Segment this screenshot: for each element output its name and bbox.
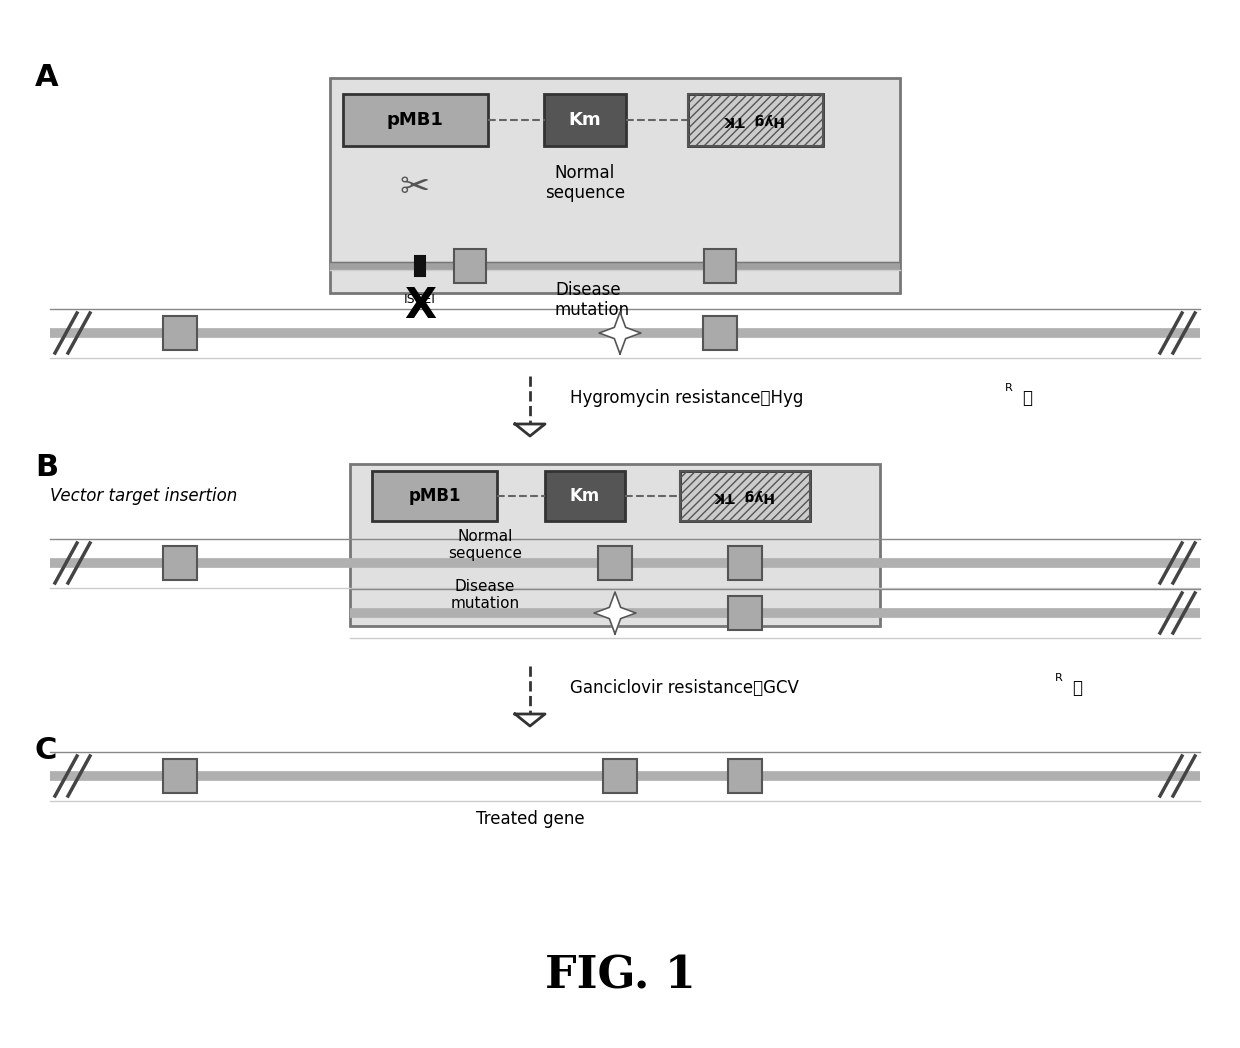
Bar bbox=[687, 94, 822, 146]
Bar bbox=[680, 471, 810, 521]
Text: Ganciclovir resistance（GCV: Ganciclovir resistance（GCV bbox=[570, 679, 799, 697]
Bar bbox=[342, 94, 487, 146]
Bar bbox=[728, 596, 763, 630]
Text: FIG. 1: FIG. 1 bbox=[544, 955, 696, 998]
Text: ISCEI: ISCEI bbox=[404, 293, 436, 306]
Bar bbox=[704, 249, 737, 283]
Polygon shape bbox=[599, 312, 641, 354]
Text: Km: Km bbox=[570, 487, 600, 505]
Text: A: A bbox=[35, 63, 58, 92]
Bar bbox=[372, 471, 497, 521]
Text: Disease
mutation: Disease mutation bbox=[556, 281, 630, 320]
Bar bbox=[680, 471, 810, 521]
Text: C: C bbox=[35, 736, 57, 765]
Text: R: R bbox=[1055, 673, 1063, 683]
Polygon shape bbox=[594, 592, 636, 634]
Text: R: R bbox=[1004, 383, 1013, 393]
Text: Hyg  TK: Hyg TK bbox=[724, 113, 785, 127]
Text: ）: ） bbox=[1022, 389, 1032, 407]
Bar bbox=[728, 546, 763, 580]
Bar bbox=[454, 249, 486, 283]
Text: pMB1: pMB1 bbox=[409, 487, 461, 505]
Polygon shape bbox=[515, 424, 546, 436]
Bar bbox=[728, 759, 763, 793]
Bar bbox=[162, 316, 197, 350]
Bar bbox=[544, 94, 626, 146]
Text: B: B bbox=[35, 453, 58, 482]
Bar bbox=[703, 316, 737, 350]
Text: Hyg  TK: Hyg TK bbox=[714, 489, 775, 503]
Polygon shape bbox=[515, 714, 546, 726]
Bar bbox=[546, 471, 625, 521]
Bar bbox=[598, 546, 632, 580]
Text: X: X bbox=[404, 285, 436, 327]
Text: Normal
sequence: Normal sequence bbox=[448, 529, 522, 561]
Text: Vector target insertion: Vector target insertion bbox=[50, 487, 237, 505]
Bar bbox=[162, 759, 197, 793]
Bar bbox=[415, 256, 425, 276]
Bar bbox=[687, 94, 822, 146]
Bar bbox=[330, 78, 900, 293]
Text: pMB1: pMB1 bbox=[387, 111, 444, 129]
Bar bbox=[350, 464, 880, 626]
Text: ）: ） bbox=[1073, 679, 1083, 697]
Text: Hygromycin resistance（Hyg: Hygromycin resistance（Hyg bbox=[570, 389, 804, 407]
Text: Disease
mutation: Disease mutation bbox=[450, 578, 520, 611]
Text: ✂: ✂ bbox=[399, 171, 430, 205]
Text: Km: Km bbox=[569, 111, 601, 129]
Text: Normal
sequence: Normal sequence bbox=[544, 163, 625, 202]
Text: Treated gene: Treated gene bbox=[476, 810, 584, 828]
Bar bbox=[162, 546, 197, 580]
Bar bbox=[603, 759, 637, 793]
